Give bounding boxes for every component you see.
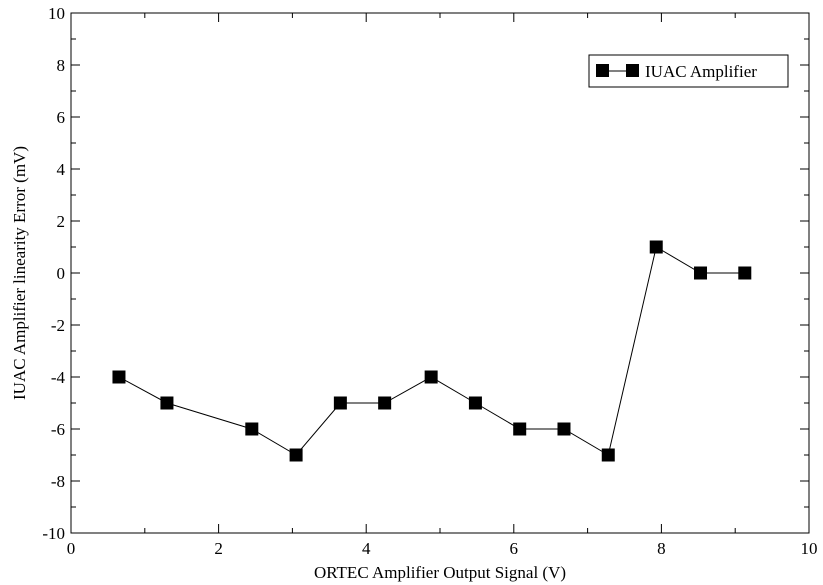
x-axis-label: ORTEC Amplifier Output Signal (V) <box>314 563 566 582</box>
x-tick-label: 8 <box>657 539 666 558</box>
x-tick-label: 2 <box>214 539 223 558</box>
data-point <box>601 448 615 462</box>
y-tick-label: -4 <box>51 368 66 387</box>
data-point <box>160 396 174 410</box>
x-tick-label: 0 <box>67 539 76 558</box>
legend-marker <box>596 64 609 77</box>
y-tick-label: -2 <box>51 316 65 335</box>
y-tick-label: -10 <box>42 524 65 543</box>
data-point <box>245 422 259 436</box>
data-point <box>112 370 126 384</box>
x-tick-label: 6 <box>510 539 519 558</box>
y-tick-label: -8 <box>51 472 65 491</box>
axis-ticks <box>70 12 810 534</box>
y-axis-label: IUAC Amplifier linearity Error (mV) <box>10 146 29 400</box>
x-tick-label: 4 <box>362 539 371 558</box>
data-point <box>557 422 571 436</box>
y-tick-label: 4 <box>57 160 66 179</box>
y-tick-label: -6 <box>51 420 65 439</box>
y-tick-label: 8 <box>57 56 66 75</box>
data-point <box>468 396 482 410</box>
y-tick-label: 0 <box>57 264 66 283</box>
legend-marker <box>626 64 639 77</box>
data-point <box>513 422 527 436</box>
legend: IUAC Amplifier <box>588 54 789 88</box>
legend-label: IUAC Amplifier <box>645 62 757 81</box>
y-tick-label: 10 <box>48 4 65 23</box>
series-markers <box>112 240 752 462</box>
data-point <box>333 396 347 410</box>
x-tick-label: 10 <box>801 539 818 558</box>
data-point <box>289 448 303 462</box>
y-tick-label: 2 <box>57 212 66 231</box>
data-point <box>694 266 708 280</box>
data-point <box>738 266 752 280</box>
axis-tick-labels: 0 2 4 6 8 10 -10 -8 -6 -4 -2 0 2 4 6 8 10 <box>42 4 817 558</box>
data-point <box>649 240 663 254</box>
y-tick-label: 6 <box>57 108 66 127</box>
series-line <box>118 246 745 456</box>
data-point <box>378 396 392 410</box>
data-point <box>424 370 438 384</box>
